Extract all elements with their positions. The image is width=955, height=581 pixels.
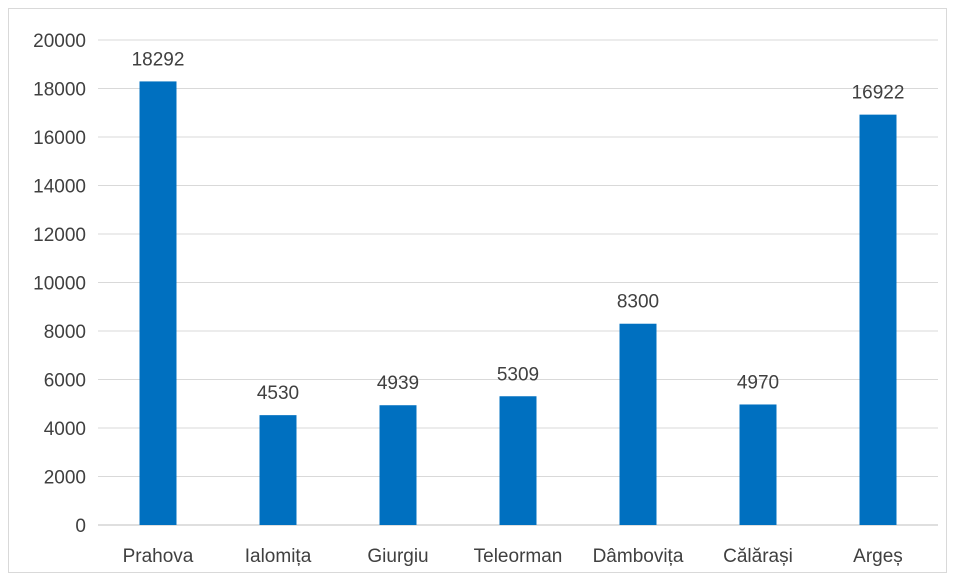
x-tick-label-Dâmbovița: Dâmbovița [593,546,684,567]
data-label-Argeș: 16922 [852,83,905,104]
bar-Argeș [860,115,897,525]
data-label-Giurgiu: 4939 [377,373,419,394]
data-label-Călărași: 4970 [737,372,779,393]
y-tick-label-4000: 4000 [44,419,86,440]
y-tick-label-18000: 18000 [33,80,86,101]
y-tick-label-2000: 2000 [44,468,86,489]
x-tick-label-Giurgiu: Giurgiu [367,546,428,567]
bar-Călărași [740,404,777,525]
bar-Teleorman [500,396,537,525]
y-axis-ticks: 0 2000 4000 6000 8000 10000 12000 14000 16000 180… [33,31,86,537]
bars [140,81,897,525]
bar-Ialomița [260,415,297,525]
y-tick-label-6000: 6000 [44,371,86,392]
data-label-Teleorman: 5309 [497,364,539,385]
y-tick-label-14000: 14000 [33,177,86,198]
bar-Prahova [140,81,177,525]
y-tick-label-16000: 16000 [33,128,86,149]
x-tick-label-Argeș: Argeș [853,546,903,567]
data-label-Ialomița: 4530 [257,383,299,404]
y-tick-label-10000: 10000 [33,274,86,295]
y-tick-label-0: 0 [75,516,86,537]
bar-Giurgiu [380,405,417,525]
x-axis-ticks: Prahova Ialomița Giurgiu Teleorman Dâmbovița… [123,546,903,567]
x-tick-label-Prahova: Prahova [123,546,194,567]
x-tick-label-Teleorman: Teleorman [474,546,563,567]
y-tick-label-20000: 20000 [33,31,86,52]
x-tick-label-Ialomița: Ialomița [245,546,312,567]
data-label-Prahova: 18292 [132,49,185,70]
bar-Dâmbovița [620,324,657,525]
y-tick-label-8000: 8000 [44,322,86,343]
data-label-Dâmbovița: 8300 [617,292,659,313]
data-labels: 18292 4530 4939 5309 8300 4970 16922 [132,49,905,404]
x-tick-label-Călărași: Călărași [723,546,793,567]
y-tick-label-12000: 12000 [33,225,86,246]
